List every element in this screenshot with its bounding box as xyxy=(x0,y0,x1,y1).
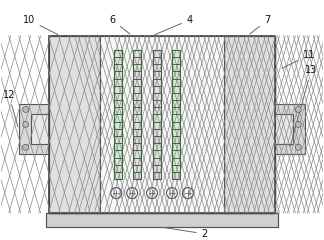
Circle shape xyxy=(23,121,29,127)
Text: 13: 13 xyxy=(290,65,318,147)
Text: 10: 10 xyxy=(22,15,58,35)
Text: 12: 12 xyxy=(3,90,18,127)
Circle shape xyxy=(295,144,301,150)
Bar xyxy=(133,50,141,179)
Bar xyxy=(19,104,49,154)
Circle shape xyxy=(295,121,301,127)
Bar xyxy=(49,36,275,213)
Bar xyxy=(275,114,293,144)
Bar xyxy=(114,50,122,179)
Bar xyxy=(153,50,161,179)
Circle shape xyxy=(23,144,29,150)
Bar xyxy=(172,50,180,179)
Bar xyxy=(49,36,100,213)
Bar xyxy=(49,36,100,213)
Bar xyxy=(114,50,122,179)
Bar xyxy=(224,36,275,213)
Bar xyxy=(224,36,275,213)
Bar xyxy=(31,114,49,144)
Circle shape xyxy=(295,107,301,113)
Bar xyxy=(46,213,278,227)
Text: 7: 7 xyxy=(250,15,271,34)
Bar xyxy=(49,36,275,213)
Circle shape xyxy=(23,107,29,113)
Bar xyxy=(172,50,180,179)
Text: 6: 6 xyxy=(109,15,130,34)
Bar xyxy=(153,50,161,179)
Bar xyxy=(275,104,305,154)
Text: 11: 11 xyxy=(282,50,316,68)
Text: 4: 4 xyxy=(155,15,193,35)
Bar xyxy=(46,213,278,227)
Bar xyxy=(100,36,224,213)
Bar xyxy=(133,50,141,179)
Text: 2: 2 xyxy=(163,227,208,239)
